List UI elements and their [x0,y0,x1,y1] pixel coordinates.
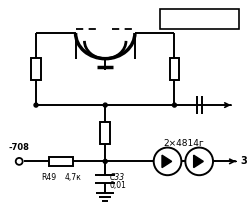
Circle shape [103,103,107,107]
Circle shape [185,148,213,175]
Text: $\mathit{\Pi_8\Gamma У}$-29: $\mathit{\Pi_8\Gamma У}$-29 [179,12,219,26]
Text: -708: -708 [9,142,30,151]
Bar [31,58,41,80]
Polygon shape [194,155,203,168]
Polygon shape [162,155,172,168]
Bar [49,157,73,166]
Text: 4,7к: 4,7к [64,173,81,182]
Circle shape [34,103,38,107]
Text: 3: 3 [241,156,247,166]
Text: 2×4814г: 2×4814г [163,139,204,148]
Text: 0,01: 0,01 [109,181,126,190]
Circle shape [172,103,176,107]
Bar [100,122,110,144]
Text: C33: C33 [109,173,124,182]
Bar [170,58,179,80]
Text: R49: R49 [41,173,56,182]
Circle shape [154,148,181,175]
Circle shape [103,159,107,163]
Bar [160,9,239,29]
